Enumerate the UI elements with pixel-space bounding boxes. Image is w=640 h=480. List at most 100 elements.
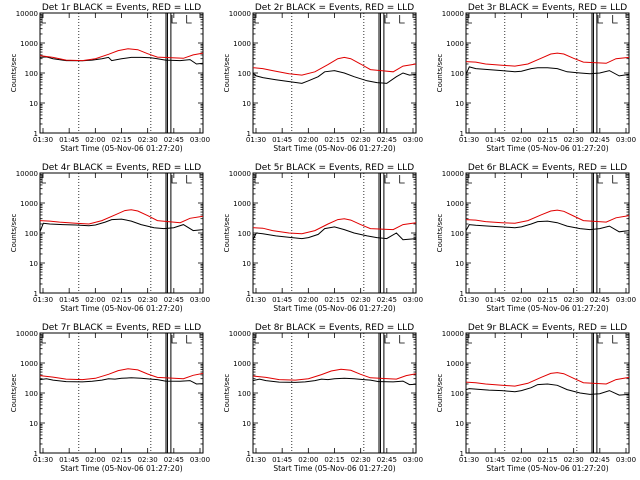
y-tick-label: 1000 [233,40,251,48]
plot-frame [252,332,417,454]
x-tick-label: 02:30 [351,456,371,464]
x-tick-label: 02:15 [537,456,557,464]
y-tick-label: 10000 [442,10,464,18]
y-tick-label: 1 [34,130,38,138]
corner-mark [384,335,391,344]
x-tick-label: 02:00 [85,296,105,304]
y-tick-label: 10000 [442,330,464,338]
panel-det-4: Det 4r BLACK = Events, RED = LLD 1 10 100 10… [10,163,210,313]
events-series-line [465,383,630,396]
x-tick-label: 02:00 [298,456,318,464]
x-tick-label: 02:45 [590,296,610,304]
y-tick-label: 10 [455,100,464,108]
x-tick-label: 02:00 [298,296,318,304]
events-series-line [252,70,417,84]
y-axis-label: Counts/sec [10,54,18,93]
corner-mark [384,175,391,184]
x-tick-label: 03:00 [403,456,423,464]
y-tick-label: 1 [247,290,251,298]
y-tick-label: 10000 [16,10,38,18]
y-axis-label: Counts/sec [223,54,231,93]
y-tick-label: 100 [25,70,38,78]
x-axis-label: Start Time (05-Nov-06 01:27:20) [273,464,395,473]
events-series-line [39,218,204,232]
x-tick-label: 02:30 [138,456,158,464]
corner-mark [186,15,192,24]
panel-det-2: Det 2r BLACK = Events, RED = LLD 1 10 100 10… [223,3,423,153]
lld-series-line [39,48,204,62]
x-axis-label: Start Time (05-Nov-06 01:27:20) [60,464,182,473]
x-tick-label: 01:30 [33,456,53,464]
y-tick-label: 100 [238,390,251,398]
x-tick-label: 01:45 [272,136,292,144]
x-tick-label: 02:00 [298,136,318,144]
y-tick-label: 100 [451,70,464,78]
y-tick-label: 10000 [442,170,464,178]
corner-mark [399,335,405,344]
y-axis-label: Counts/sec [223,374,231,413]
y-axis-label: Counts/sec [436,374,444,413]
x-tick-label: 01:30 [246,456,266,464]
x-axis-label: Start Time (05-Nov-06 01:27:20) [60,304,182,313]
panel-title: Det 7r BLACK = Events, RED = LLD [42,323,201,333]
y-tick-label: 1000 [20,360,38,368]
corner-mark [254,15,259,24]
corner-mark [612,335,618,344]
y-tick-label: 1000 [446,200,464,208]
y-tick-label: 10000 [229,330,251,338]
y-tick-label: 10000 [229,10,251,18]
y-axis-label: Counts/sec [436,54,444,93]
lld-series-line [39,368,204,381]
y-tick-label: 10000 [16,170,38,178]
x-tick-label: 02:15 [324,296,344,304]
corner-mark [467,15,472,24]
corner-mark [186,175,192,184]
lld-series-line [252,56,417,76]
y-tick-label: 10 [242,100,251,108]
x-tick-label: 02:15 [537,296,557,304]
x-tick-label: 01:30 [459,296,479,304]
x-tick-label: 01:30 [246,296,266,304]
x-tick-label: 01:45 [59,136,79,144]
corner-mark [41,335,46,344]
y-tick-label: 1 [34,290,38,298]
events-series-line [39,377,204,385]
x-tick-label: 02:45 [164,296,184,304]
y-tick-label: 10 [29,260,38,268]
corner-mark [612,15,618,24]
x-tick-label: 02:15 [111,456,131,464]
y-tick-label: 100 [25,230,38,238]
x-tick-label: 03:00 [190,296,210,304]
y-tick-label: 10 [242,260,251,268]
corner-mark [597,335,604,344]
corner-mark [171,335,178,344]
x-tick-label: 03:00 [616,136,636,144]
x-tick-label: 02:45 [377,136,397,144]
plot-frame [465,332,630,454]
y-tick-label: 1 [460,130,464,138]
corner-mark [467,175,472,184]
y-tick-label: 100 [451,390,464,398]
y-tick-label: 100 [25,390,38,398]
x-tick-label: 01:30 [459,456,479,464]
x-tick-label: 02:00 [511,456,531,464]
corner-mark [597,15,604,24]
lld-series-line [465,209,630,224]
x-tick-label: 01:30 [459,136,479,144]
corner-mark [384,15,391,24]
x-tick-label: 02:45 [164,136,184,144]
plot-frame [465,12,630,134]
lld-series-line [252,218,417,235]
y-tick-label: 1 [247,450,251,458]
panel-title: Det 3r BLACK = Events, RED = LLD [468,3,627,13]
x-tick-label: 02:30 [564,136,584,144]
x-tick-label: 02:15 [111,296,131,304]
x-tick-label: 03:00 [616,456,636,464]
corner-mark [186,335,192,344]
panel-title: Det 2r BLACK = Events, RED = LLD [255,3,414,13]
x-tick-label: 02:15 [111,136,131,144]
corner-mark [467,335,472,344]
x-tick-label: 01:45 [485,456,505,464]
lld-series-line [465,52,630,67]
